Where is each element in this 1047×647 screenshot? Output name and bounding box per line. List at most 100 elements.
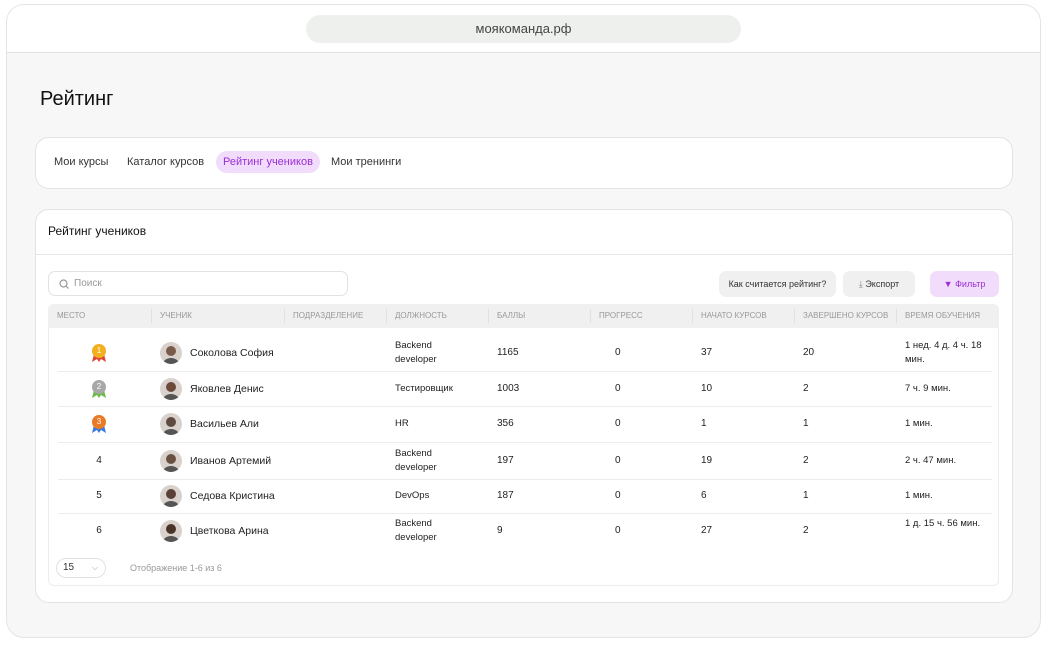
row-divider bbox=[58, 442, 992, 443]
avatar-photo bbox=[163, 345, 179, 364]
tab[interactable]: Мои тренинги bbox=[331, 156, 402, 168]
study-time: 2 ч. 47 мин. bbox=[905, 454, 957, 466]
medal-icon bbox=[92, 343, 106, 362]
search-placeholder: Поиск bbox=[74, 278, 102, 289]
page-size-select[interactable]: 15 ⌵ bbox=[56, 558, 106, 578]
place: 5 bbox=[96, 490, 102, 501]
export-icon: ⤓ bbox=[858, 279, 866, 289]
filter-icon: ▼ bbox=[943, 279, 956, 289]
url-bar[interactable]: моякоманда.рф bbox=[306, 15, 741, 43]
column-header: НАЧАТО КУРСОВ bbox=[701, 311, 767, 320]
chevron: ⌵ bbox=[91, 563, 98, 572]
student-name: Васильев Али bbox=[190, 418, 259, 430]
medal-icon bbox=[92, 379, 106, 398]
avatar bbox=[160, 485, 182, 507]
panel-title: Рейтинг учеников bbox=[48, 224, 147, 238]
tabs-card bbox=[35, 137, 1013, 189]
points: 1003 bbox=[497, 382, 520, 394]
column-header: МЕСТО bbox=[57, 311, 86, 320]
column-header: БАЛЛЫ bbox=[497, 311, 526, 320]
medal-icon bbox=[92, 415, 106, 433]
column-divider bbox=[386, 309, 387, 323]
student-name: Цветкова Арина bbox=[190, 525, 269, 537]
completed-courses: 2 bbox=[803, 382, 809, 394]
progress: 0 bbox=[615, 454, 621, 466]
browser-bar: моякоманда.рф bbox=[7, 5, 1040, 53]
study-time: 1 мин. bbox=[905, 418, 933, 429]
started-courses: 27 bbox=[701, 525, 713, 536]
tab[interactable]: Рейтинг учеников bbox=[216, 151, 320, 173]
search-icon bbox=[59, 279, 69, 289]
rating-info-button[interactable]: Как считается рейтинг? bbox=[719, 271, 836, 297]
student-name: Соколова София bbox=[190, 346, 274, 359]
column-header: УЧЕНИК bbox=[160, 311, 192, 320]
place: 2 bbox=[96, 381, 102, 391]
pagination-summary: Отображение 1-6 из 6 bbox=[130, 563, 222, 573]
table-header bbox=[48, 304, 999, 328]
filter-label: Фильтр bbox=[955, 279, 986, 289]
position: Backend developer bbox=[395, 339, 437, 365]
medal bbox=[91, 343, 107, 363]
avatar bbox=[160, 341, 182, 364]
avatar bbox=[160, 449, 182, 472]
column-divider bbox=[151, 309, 152, 323]
points: 197 bbox=[497, 454, 514, 466]
avatar-photo bbox=[163, 381, 179, 400]
column-header: ВРЕМЯ ОБУЧЕНИЯ bbox=[905, 311, 981, 320]
medal bbox=[91, 379, 107, 399]
started-courses: 10 bbox=[701, 382, 713, 394]
row-divider bbox=[58, 479, 992, 480]
student-name: Седова Кристина bbox=[190, 490, 275, 502]
medal bbox=[91, 414, 107, 434]
progress: 0 bbox=[615, 490, 621, 501]
started-courses: 6 bbox=[701, 490, 707, 501]
points: 356 bbox=[497, 418, 514, 429]
avatar bbox=[160, 520, 182, 542]
place: 1 bbox=[96, 345, 102, 355]
column-divider bbox=[794, 309, 795, 323]
points: 187 bbox=[497, 490, 514, 501]
tab[interactable]: Мои курсы bbox=[54, 156, 109, 168]
avatar bbox=[160, 413, 182, 435]
points: 9 bbox=[497, 525, 503, 536]
position: DevOps bbox=[395, 490, 430, 501]
student-name: Иванов Артемий bbox=[190, 454, 272, 467]
place: 3 bbox=[96, 417, 102, 426]
avatar-photo bbox=[163, 453, 179, 472]
page-title: Рейтинг bbox=[40, 88, 114, 110]
position: HR bbox=[395, 418, 409, 429]
tab[interactable]: Каталог курсов bbox=[127, 156, 205, 168]
progress: 0 bbox=[615, 525, 621, 536]
progress: 0 bbox=[615, 382, 621, 394]
completed-courses: 20 bbox=[803, 346, 815, 358]
study-time: 1 мин. bbox=[905, 490, 933, 501]
started-courses: 19 bbox=[701, 454, 713, 466]
started-courses: 1 bbox=[701, 418, 707, 429]
column-header: ПРОГРЕСС bbox=[599, 311, 643, 320]
export-label: Экспорт bbox=[865, 279, 900, 289]
avatar-photo bbox=[163, 417, 179, 435]
column-divider bbox=[590, 309, 591, 323]
row-divider bbox=[58, 406, 992, 407]
column-header: ЗАВЕРШЕНО КУРСОВ bbox=[803, 311, 889, 320]
study-time: 1 нед. 4 д. 4 ч. 18 мин. bbox=[905, 339, 982, 365]
column-divider bbox=[692, 309, 693, 323]
column-header: ПОДРАЗДЕЛЕНИЕ bbox=[293, 311, 364, 320]
export-button[interactable]: ⤓ Экспорт bbox=[843, 271, 915, 297]
progress: 0 bbox=[615, 346, 621, 358]
points: 1165 bbox=[497, 346, 519, 358]
place: 4 bbox=[96, 454, 102, 466]
student-name: Яковлев Денис bbox=[190, 382, 264, 395]
completed-courses: 1 bbox=[803, 418, 809, 429]
avatar-photo bbox=[163, 524, 179, 542]
column-divider bbox=[896, 309, 897, 323]
search-box[interactable]: Поиск bbox=[48, 271, 348, 296]
position: Backend developer bbox=[395, 518, 437, 543]
filter-button[interactable]: ▼ Фильтр bbox=[930, 271, 999, 297]
completed-courses: 2 bbox=[803, 454, 809, 466]
page-size: 15 bbox=[63, 562, 75, 573]
position: Тестировщик bbox=[395, 382, 453, 394]
column-divider bbox=[284, 309, 285, 323]
column-header: ДОЛЖНОСТЬ bbox=[395, 311, 447, 320]
